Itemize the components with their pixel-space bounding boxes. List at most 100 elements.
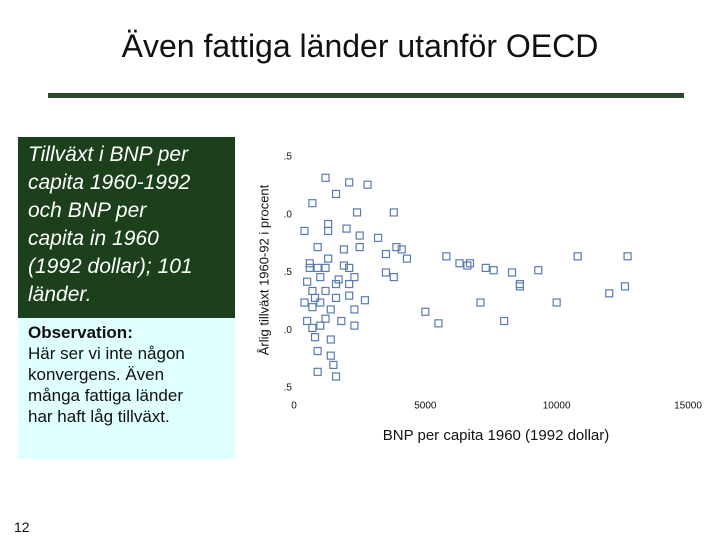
point: [303, 277, 312, 286]
description-line: länder.: [28, 283, 92, 306]
point: [392, 242, 401, 252]
point: [345, 263, 354, 272]
x-axis-label: BNP per capita 1960 (1992 dollar): [383, 427, 610, 444]
point: [324, 254, 333, 263]
point: [321, 286, 330, 296]
point: [389, 273, 398, 282]
slide-title: Även fattiga länder utanför OECD: [121, 28, 599, 64]
observation-line: Här ser vi inte någon: [28, 344, 185, 363]
point: [313, 346, 322, 356]
point: [308, 286, 317, 296]
point: [402, 254, 412, 263]
y-tick-label: .0: [284, 209, 293, 220]
point: [515, 282, 524, 291]
y-axis-label: Årlig tillväxt 1960-92 i procent: [256, 184, 271, 355]
point: [316, 298, 325, 307]
title-rule: [48, 93, 684, 98]
point: [350, 321, 359, 330]
point: [326, 305, 335, 314]
description-line: capita 1960-1992: [28, 171, 191, 194]
point: [355, 242, 364, 252]
x-tick-label: 0: [291, 401, 297, 412]
point: [552, 298, 561, 307]
x-tick-label: 10000: [543, 401, 571, 412]
point: [363, 180, 372, 189]
point: [339, 245, 349, 254]
point: [313, 367, 322, 376]
point: [489, 266, 498, 275]
point: [331, 372, 341, 381]
point: [345, 291, 354, 300]
point: [310, 293, 320, 303]
point: [321, 314, 330, 323]
point: [455, 259, 464, 268]
point: [623, 252, 632, 261]
point: [345, 178, 354, 187]
page-number: 12: [14, 519, 30, 535]
point: [620, 282, 630, 291]
point: [421, 307, 430, 316]
point: [329, 360, 338, 369]
point: [463, 261, 472, 270]
point: [305, 259, 314, 268]
observation-heading: Observation:: [28, 323, 133, 342]
point: [339, 261, 349, 270]
point: [313, 263, 322, 272]
point: [360, 296, 370, 305]
point: [334, 275, 343, 284]
y-tick-label: .0: [284, 325, 293, 336]
description-line: och BNP per: [28, 199, 147, 222]
point: [352, 208, 362, 217]
point: [300, 298, 309, 307]
point: [442, 252, 451, 261]
point: [326, 351, 335, 360]
point: [305, 263, 314, 272]
point: [534, 266, 543, 275]
point: [331, 279, 341, 289]
x-tick-label: 5000: [414, 401, 437, 412]
observation-line: många fattiga länder: [28, 386, 183, 405]
point: [303, 316, 312, 326]
description-line: Tillväxt i BNP per: [28, 143, 189, 166]
point: [573, 252, 582, 261]
point: [326, 335, 335, 344]
point: [381, 268, 391, 277]
point: [465, 259, 475, 268]
point: [324, 226, 333, 236]
point: [324, 219, 333, 229]
point: [331, 189, 341, 199]
point: [331, 293, 341, 303]
y-tick-label: .5: [284, 267, 293, 278]
description-line: capita in 1960: [28, 227, 159, 250]
point: [308, 303, 317, 312]
point: [605, 289, 614, 298]
observation-line: konvergens. Även: [28, 365, 165, 384]
point: [337, 316, 346, 326]
point: [313, 242, 322, 252]
chart: Årlig tillväxt 1960-92 i procent BNP per…: [256, 152, 702, 444]
point: [321, 173, 330, 182]
point: [308, 323, 317, 333]
point: [481, 263, 490, 272]
point: [350, 305, 359, 314]
point: [373, 233, 383, 242]
point: [355, 231, 364, 240]
description-box: Tillväxt i BNP per capita 1960-1992 och BN…: [18, 137, 235, 322]
point: [300, 226, 309, 236]
point: [507, 268, 517, 277]
point: [434, 319, 443, 328]
point: [308, 199, 317, 208]
point: [515, 279, 524, 289]
point: [350, 273, 359, 282]
y-tick-label: .5: [284, 152, 293, 163]
point: [389, 208, 398, 217]
point: [345, 279, 354, 289]
y-tick-label: .5: [284, 383, 293, 394]
point: [316, 273, 325, 282]
point: [310, 333, 320, 342]
point: [321, 263, 330, 272]
description-line: (1992 dollar); 101: [28, 255, 193, 278]
point: [342, 224, 351, 233]
point: [397, 245, 406, 254]
